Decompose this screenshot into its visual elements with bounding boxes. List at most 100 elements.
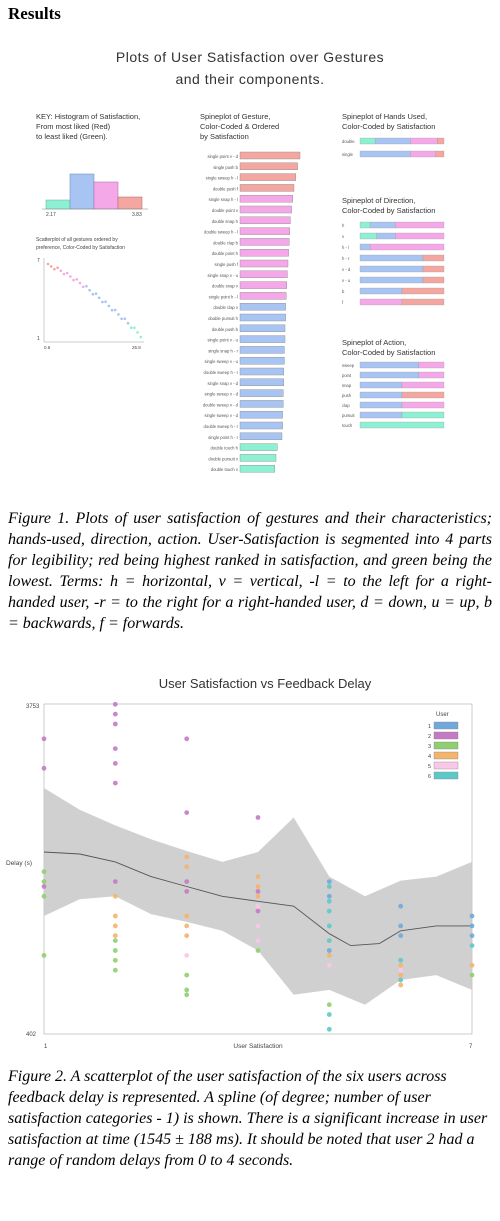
histogram-bar-red: [117, 196, 143, 210]
legend-swatch: [433, 771, 459, 780]
direction-label: h - l: [342, 245, 349, 250]
gesture-bar: [239, 238, 290, 246]
scatter-point-user-2: [112, 780, 118, 786]
scatter-point-user-1: [398, 923, 404, 929]
legend-swatch: [433, 741, 459, 750]
legend-label: 3: [428, 744, 431, 750]
mini-scatter-point: [110, 308, 114, 312]
scatter-point-user-6: [326, 938, 332, 943]
action-label: pursuit: [342, 413, 355, 418]
action-segment: [359, 371, 419, 379]
mini-scatter-point: [94, 292, 98, 295]
key-line3: to least liked (Green).: [36, 132, 108, 141]
direction-segment: [422, 265, 445, 273]
figure1-title-line2: and their components.: [175, 71, 325, 87]
mini-scatter-point: [65, 271, 69, 275]
gesture-bar: [239, 335, 286, 343]
action-segment: [359, 411, 403, 419]
scatter-point-user-2: [255, 889, 261, 894]
scatter-point-user-3: [184, 972, 190, 978]
mini-scatter-point: [113, 308, 117, 312]
action-segment: [359, 421, 445, 429]
scatter-point-user-1: [326, 893, 332, 899]
scatter-point-user-4: [398, 972, 404, 978]
gesture-label: double point h: [212, 251, 239, 256]
action-segment: [418, 361, 445, 369]
gesture-label: single point v - u: [208, 338, 239, 343]
gesture-bar: [239, 367, 284, 376]
scatter-point-user-5: [184, 953, 190, 958]
direction-label: b: [342, 289, 345, 294]
gesture-bar: [239, 313, 286, 322]
hands-spineplot: double single: [342, 137, 445, 158]
scatter-point-user-6: [326, 923, 332, 929]
scatter-point-user-4: [398, 962, 404, 968]
direction-segment: [359, 276, 424, 284]
scatter-point-user-2: [184, 810, 190, 815]
gesture-bar: [239, 195, 293, 203]
hands-label: double: [342, 139, 355, 144]
hands-segment: [410, 150, 436, 158]
histogram-bar-pink: [93, 181, 119, 210]
mini-scatter-point: [75, 278, 79, 281]
scatter-point-user-2: [112, 879, 118, 884]
scatter-mini-label-line1: Scatterplot of all gestures ordered by: [36, 237, 118, 243]
scatter-point-user-4: [255, 874, 261, 879]
gesture-label: double sweep v - d: [203, 402, 239, 407]
scatter-point-user-4: [112, 893, 118, 899]
direction-segment: [376, 232, 396, 240]
scatter-point-user-3: [41, 879, 47, 884]
direction-spineplot: h v h - l h - r v - d v - u b f: [342, 221, 445, 306]
figure1-title: Plots of User Satisfaction over Gestures…: [0, 46, 500, 90]
scatter-point-user-2: [41, 765, 47, 771]
gesture-label: single sweep v - d: [204, 392, 238, 397]
action-segment: [401, 381, 445, 389]
scatter-point-user-4: [184, 923, 190, 929]
scatter-point-user-2: [112, 711, 118, 717]
gesture-bar: [239, 346, 285, 354]
scatter-mini-label: Scatterplot of all gestures ordered by p…: [36, 236, 125, 252]
action-segment: [401, 391, 445, 399]
scatter-point-user-6: [326, 1026, 332, 1032]
mini-scatter-x-right: 25.8: [132, 345, 141, 350]
mini-scatter-point: [123, 317, 127, 320]
scatter-point-user-4: [112, 933, 118, 939]
gesture-bar: [239, 356, 285, 365]
scatter-point-user-6: [469, 943, 475, 948]
scatter-point-user-4: [112, 923, 118, 929]
direction-title-line2: Color-Coded by Satisfaction: [342, 206, 436, 215]
mini-scatter-point: [53, 267, 56, 271]
hands-segment: [410, 137, 438, 145]
legend-swatch: [433, 731, 459, 740]
figure2-title: User Satisfaction vs Feedback Delay: [159, 676, 372, 691]
scatter-point-user-6: [326, 884, 332, 889]
hands-segment: [359, 150, 411, 158]
scatter-point-user-3: [184, 992, 190, 998]
hands-title-line1: Spineplot of Hands Used,: [342, 112, 428, 121]
direction-label: f: [342, 300, 344, 305]
gesture-bar: [239, 270, 288, 279]
gesture-label: single sweep h - l: [206, 176, 238, 181]
scatter-point-user-2: [112, 721, 118, 727]
direction-title-line1: Spineplot of Direction,: [342, 196, 416, 205]
gesture-label: single push b: [213, 165, 238, 170]
gesture-label: double sweep h - r: [204, 424, 239, 429]
scatter-point-user-3: [255, 948, 261, 953]
scatter-point-user-2: [112, 701, 118, 707]
gesture-bar: [239, 248, 289, 257]
gesture-bar: [239, 400, 284, 408]
scatter-point-user-4: [398, 982, 404, 988]
scatter-point-user-2: [41, 884, 47, 889]
gesture-title-line1: Spineplot of Gesture,: [200, 112, 271, 121]
scatter-point-user-3: [41, 869, 47, 875]
mini-scatter-y-top: 7: [37, 258, 40, 264]
mini-scatter-point: [85, 284, 88, 288]
mini-scatterplot: 7 1 0.6 25.8: [37, 258, 144, 350]
scatter-point-user-2: [41, 736, 47, 742]
mini-scatter-point: [136, 331, 139, 334]
figure2-caption: Figure 2. A scatterplot of the user sati…: [8, 1068, 488, 1169]
direction-segment: [369, 243, 445, 251]
gesture-label: double sweep h - r: [204, 370, 239, 375]
gesture-label: single snap v - d: [208, 381, 239, 386]
scatter-point-user-1: [326, 948, 332, 953]
